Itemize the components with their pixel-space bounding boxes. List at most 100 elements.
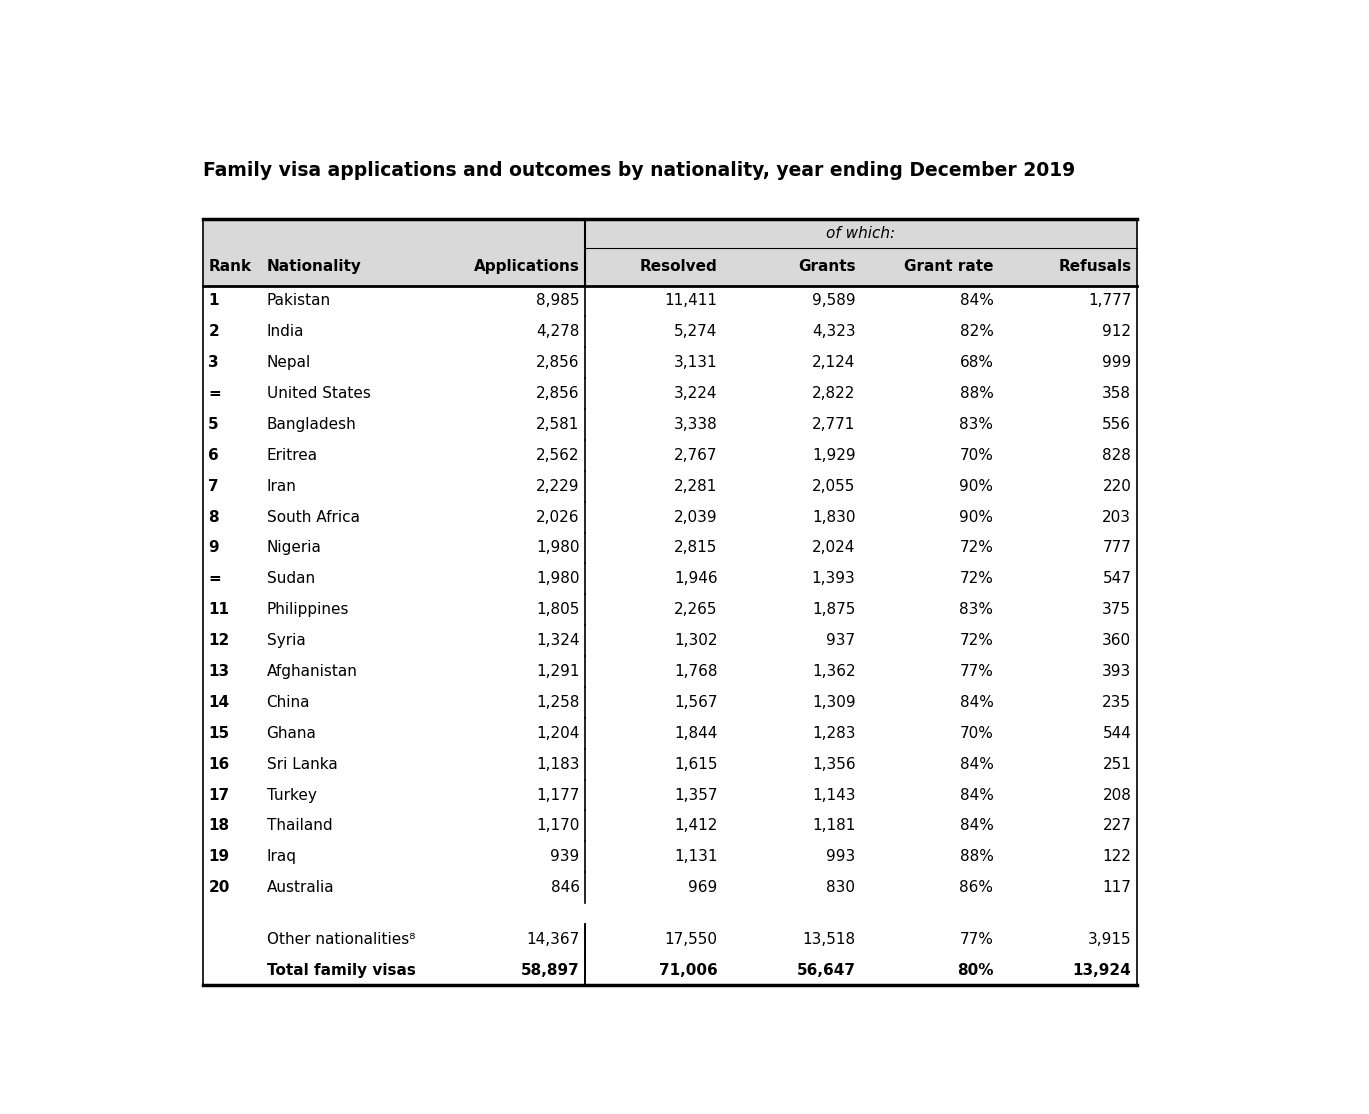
- Text: 1,181: 1,181: [812, 819, 856, 833]
- Text: 208: 208: [1102, 788, 1131, 802]
- Text: 3,915: 3,915: [1088, 931, 1131, 947]
- Text: Total family visas: Total family visas: [267, 962, 415, 977]
- Text: United States: United States: [267, 387, 371, 401]
- Text: 90%: 90%: [960, 509, 994, 525]
- Text: 4,323: 4,323: [812, 324, 856, 340]
- Text: 1,412: 1,412: [674, 819, 717, 833]
- Text: 1,805: 1,805: [537, 603, 579, 617]
- Text: 84%: 84%: [960, 819, 994, 833]
- Text: 70%: 70%: [960, 725, 994, 741]
- Text: 993: 993: [827, 849, 856, 864]
- Text: 84%: 84%: [960, 293, 994, 309]
- Text: 2,856: 2,856: [537, 355, 579, 370]
- Text: 2,815: 2,815: [674, 540, 717, 556]
- Text: 9,589: 9,589: [812, 293, 856, 309]
- Text: 16: 16: [208, 756, 230, 772]
- Text: 77%: 77%: [960, 931, 994, 947]
- Text: 1,362: 1,362: [812, 664, 856, 680]
- Text: 777: 777: [1102, 540, 1131, 556]
- Text: 1,291: 1,291: [537, 664, 579, 680]
- Text: 17,550: 17,550: [664, 931, 717, 947]
- Text: 84%: 84%: [960, 695, 994, 710]
- Text: 82%: 82%: [960, 324, 994, 340]
- Text: Nepal: Nepal: [267, 355, 311, 370]
- Text: 72%: 72%: [960, 571, 994, 586]
- Text: 1,283: 1,283: [812, 725, 856, 741]
- Text: 3,224: 3,224: [674, 387, 717, 401]
- Text: India: India: [267, 324, 304, 340]
- Text: 1,170: 1,170: [537, 819, 579, 833]
- Text: 547: 547: [1102, 571, 1131, 586]
- Text: 20: 20: [208, 880, 230, 896]
- Text: 2,767: 2,767: [674, 448, 717, 462]
- Text: 2,265: 2,265: [674, 603, 717, 617]
- Text: 71,006: 71,006: [658, 962, 717, 977]
- Text: Sudan: Sudan: [267, 571, 315, 586]
- Text: 251: 251: [1102, 756, 1131, 772]
- Text: 544: 544: [1102, 725, 1131, 741]
- Text: 1,324: 1,324: [537, 633, 579, 648]
- Text: 8: 8: [208, 509, 219, 525]
- Text: 3,131: 3,131: [674, 355, 717, 370]
- Text: 1,143: 1,143: [812, 788, 856, 802]
- Text: 19: 19: [208, 849, 230, 864]
- Text: 358: 358: [1102, 387, 1131, 401]
- Text: Bangladesh: Bangladesh: [267, 417, 356, 432]
- Text: 1,777: 1,777: [1088, 293, 1131, 309]
- Text: 1,258: 1,258: [537, 695, 579, 710]
- Text: Afghanistan: Afghanistan: [267, 664, 357, 680]
- Text: 122: 122: [1102, 849, 1131, 864]
- Text: Applications: Applications: [474, 260, 579, 274]
- Text: 1,980: 1,980: [537, 571, 579, 586]
- Text: 2,856: 2,856: [537, 387, 579, 401]
- Text: Grant rate: Grant rate: [904, 260, 994, 274]
- Text: 13: 13: [208, 664, 230, 680]
- Text: 1,393: 1,393: [812, 571, 856, 586]
- Text: 13,518: 13,518: [802, 931, 856, 947]
- Text: 4,278: 4,278: [537, 324, 579, 340]
- Text: 1,615: 1,615: [674, 756, 717, 772]
- Text: Thailand: Thailand: [267, 819, 333, 833]
- Text: 70%: 70%: [960, 448, 994, 462]
- Text: Australia: Australia: [267, 880, 334, 896]
- Text: South Africa: South Africa: [267, 509, 360, 525]
- Text: 2,771: 2,771: [812, 417, 856, 432]
- Text: 999: 999: [1102, 355, 1131, 370]
- Text: 3: 3: [208, 355, 219, 370]
- Text: 77%: 77%: [960, 664, 994, 680]
- Text: 1,131: 1,131: [674, 849, 717, 864]
- Text: 2,026: 2,026: [537, 509, 579, 525]
- Text: 14: 14: [208, 695, 230, 710]
- Text: 1,830: 1,830: [812, 509, 856, 525]
- Text: 8,985: 8,985: [537, 293, 579, 309]
- Text: =: =: [208, 387, 220, 401]
- Text: 15: 15: [208, 725, 230, 741]
- Text: 6: 6: [208, 448, 219, 462]
- Text: Rank: Rank: [208, 260, 252, 274]
- Text: 2,822: 2,822: [812, 387, 856, 401]
- Text: Family visa applications and outcomes by nationality, year ending December 2019: Family visa applications and outcomes by…: [203, 162, 1075, 180]
- Text: Iran: Iran: [267, 479, 297, 494]
- Text: 203: 203: [1102, 509, 1131, 525]
- Text: 2,024: 2,024: [812, 540, 856, 556]
- Text: 80%: 80%: [957, 962, 994, 977]
- Text: 2,124: 2,124: [812, 355, 856, 370]
- Text: 1,875: 1,875: [812, 603, 856, 617]
- Text: of which:: of which:: [827, 226, 895, 241]
- Text: 360: 360: [1102, 633, 1131, 648]
- Text: Eritrea: Eritrea: [267, 448, 318, 462]
- Text: China: China: [267, 695, 311, 710]
- Text: 1,946: 1,946: [674, 571, 717, 586]
- Text: 2: 2: [208, 324, 219, 340]
- Text: 1,204: 1,204: [537, 725, 579, 741]
- Text: 1,357: 1,357: [674, 788, 717, 802]
- Text: 84%: 84%: [960, 788, 994, 802]
- Text: 1,768: 1,768: [674, 664, 717, 680]
- Text: 72%: 72%: [960, 540, 994, 556]
- Text: 2,039: 2,039: [674, 509, 717, 525]
- Text: 17: 17: [208, 788, 230, 802]
- Text: Ghana: Ghana: [267, 725, 316, 741]
- Text: 556: 556: [1102, 417, 1131, 432]
- Text: 1,844: 1,844: [674, 725, 717, 741]
- Text: 939: 939: [550, 849, 579, 864]
